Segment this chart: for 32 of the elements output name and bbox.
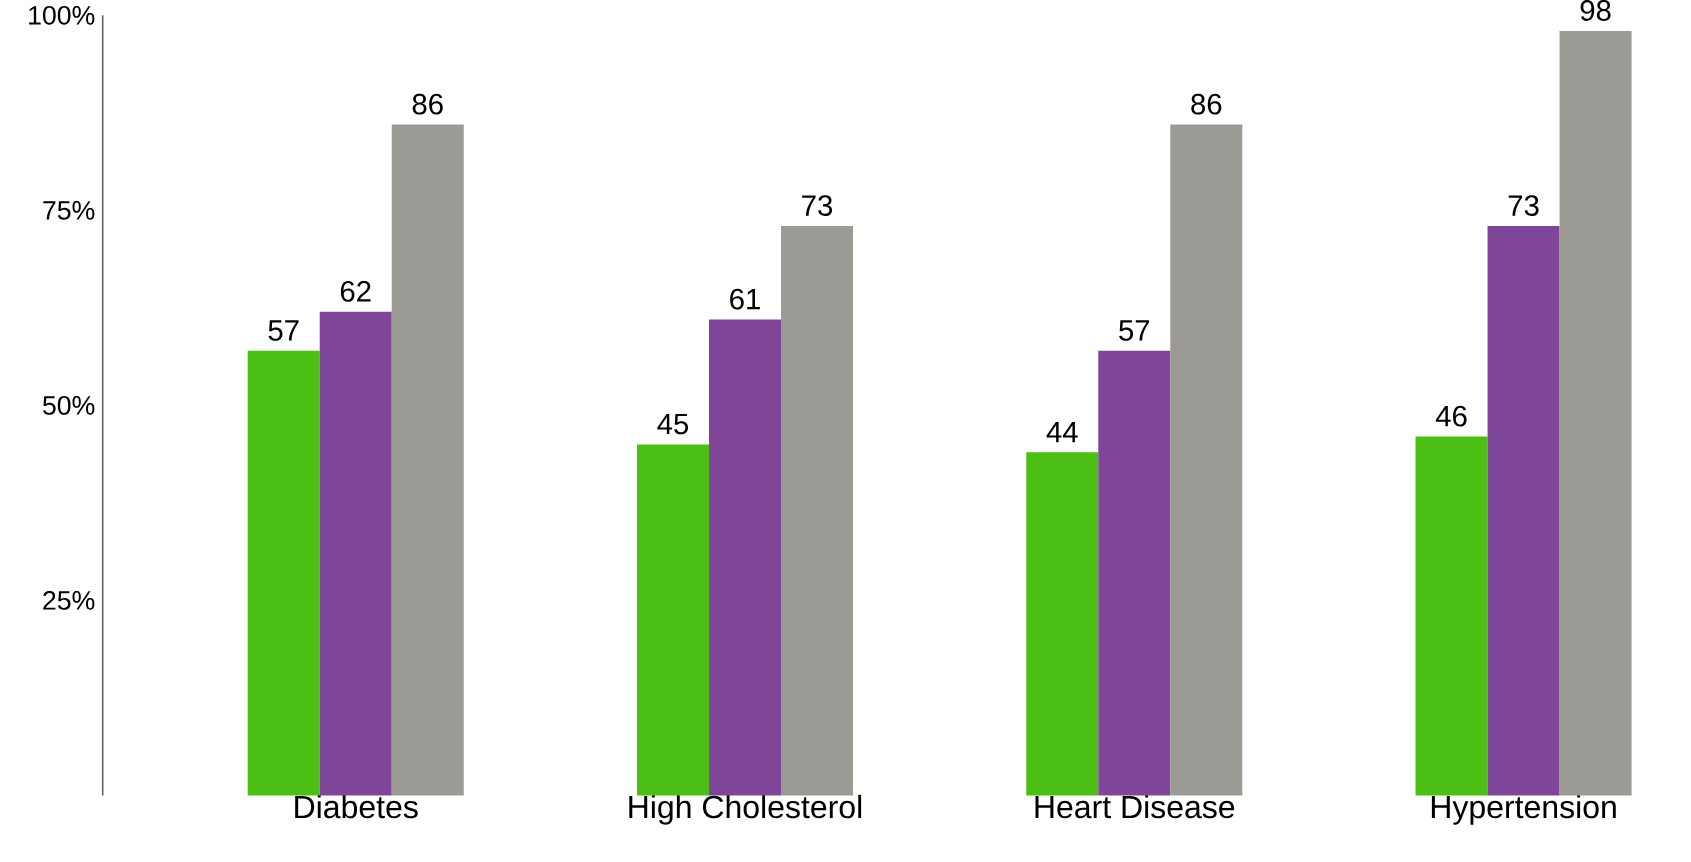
data-label: 44: [1046, 421, 1078, 443]
data-label: 86: [412, 93, 443, 115]
bar: [391, 124, 464, 796]
data-label: 62: [340, 280, 371, 302]
bar: [708, 319, 782, 796]
y-tick-label: 25%: [43, 590, 95, 610]
bar: [1415, 436, 1488, 796]
bar: [1487, 225, 1560, 796]
data-label: 86: [1191, 93, 1222, 115]
data-label: 46: [1435, 405, 1467, 427]
data-label: 45: [657, 413, 689, 435]
bar: [1559, 30, 1632, 796]
bar: [1098, 350, 1171, 796]
bar: [1026, 452, 1099, 796]
x-tick-label: Hypertension: [1431, 794, 1616, 825]
data-label: 73: [802, 195, 833, 216]
x-tick-label: High Cholesterol: [629, 794, 862, 825]
y-tick-label: 75%: [43, 200, 95, 220]
x-tick-label: Heart Disease: [1035, 794, 1235, 819]
bar: [1170, 124, 1243, 796]
bar: [247, 350, 320, 796]
bar: [781, 225, 854, 796]
bar: [319, 311, 392, 796]
data-label: 61: [730, 288, 760, 310]
x-tick-label: Diabetes: [295, 794, 418, 819]
bar: [636, 444, 709, 796]
data-label: 73: [1508, 195, 1539, 216]
y-tick-label: 50%: [43, 395, 95, 415]
y-tick-label: 100%: [29, 5, 95, 25]
data-label: 98: [1580, 0, 1611, 21]
data-label: 57: [268, 320, 299, 341]
data-label: 57: [1119, 320, 1150, 341]
